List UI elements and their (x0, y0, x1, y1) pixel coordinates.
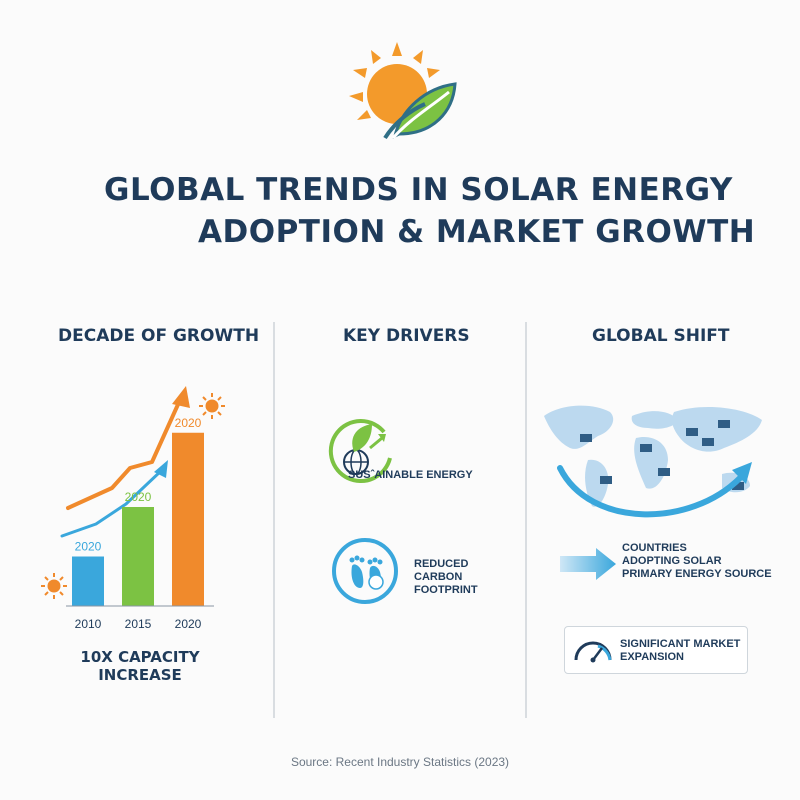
shift-stat-text: COUNTRIES ADOPTING SOLAR PRIMARY ENERGY … (622, 542, 772, 580)
blue-arrowhead (154, 460, 168, 478)
market-expansion-badge (564, 626, 748, 674)
column-divider-right (525, 322, 527, 718)
sun-icon (41, 573, 67, 599)
footprint-icon (332, 538, 398, 604)
drivers-heading: KEY DRIVERS (343, 326, 470, 346)
bar-data-label: 2020 (175, 416, 202, 430)
x-tick-label: 2010 (75, 617, 102, 631)
page-title-line1: GLOBAL TRENDS IN SOLAR ENERGY (104, 172, 733, 208)
column-divider-left (273, 322, 275, 718)
growth-caption: 10X CAPACITY INCREASE (80, 648, 200, 684)
orange-trend-arrow (66, 398, 182, 510)
x-tick-label: 2020 (175, 617, 202, 631)
bar-data-label: 2020 (75, 540, 102, 554)
bar-2020 (172, 432, 204, 606)
growth-heading: DECADE OF GROWTH (58, 326, 260, 346)
arrow-right-icon (560, 548, 616, 580)
x-tick-label: 2015 (125, 617, 152, 631)
blue-trend-arrow (60, 468, 164, 538)
page-title-line2: ADOPTION & MARKET GROWTH (198, 214, 756, 250)
orange-arrowhead (172, 386, 190, 408)
bar-2015 (122, 507, 154, 606)
gauge-icon (574, 641, 612, 663)
shift-heading: GLOBAL SHIFT (592, 326, 730, 346)
source-note: Source: Recent Industry Statistics (2023… (290, 755, 510, 769)
bar-2010 (72, 556, 104, 606)
driver-sustainable-label: SUSˆAINABLE ENERGY (348, 469, 473, 481)
driver-carbon-label: REDUCED CARBON FOOTPRINT (414, 558, 478, 596)
sun-leaf-logo-icon (349, 42, 457, 140)
growth-chart: 2020 2010 2020 2015 2020 2020 (41, 386, 225, 631)
world-map-icon (544, 405, 762, 518)
bar-data-label: 2020 (125, 490, 152, 504)
market-expansion-label: SIGNIFICANT MARKET EXPANSION (620, 638, 741, 663)
globe-leaf-icon (328, 419, 392, 484)
sun-icon (199, 393, 225, 419)
